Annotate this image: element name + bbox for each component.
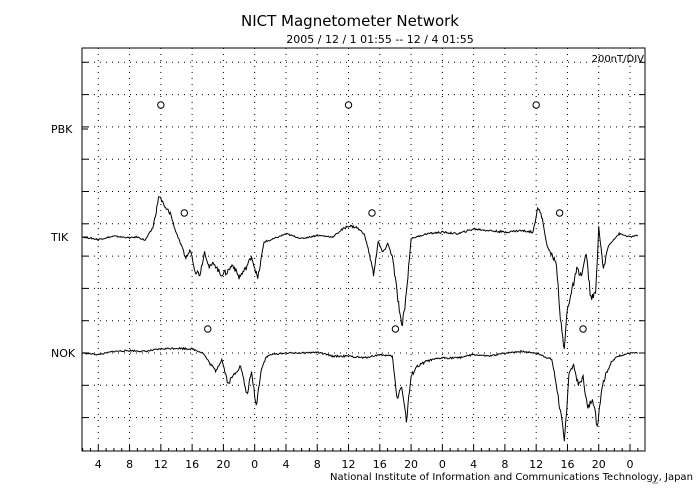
- x-tick-label: 4: [95, 458, 102, 471]
- axis-labels: 4 8 12 16 20 0 4 8 12 16 20 0 4 8 12 16 20 0 PBK TIK NOK: [50, 123, 634, 471]
- marker-nok: [204, 325, 212, 333]
- corner-mark: nict: [652, 480, 659, 485]
- marker-tik: [555, 209, 564, 217]
- x-tick-label: 4: [470, 458, 477, 471]
- x-tick-label: 16: [373, 458, 387, 471]
- station-traces: [82, 196, 639, 442]
- local-noon-markers: [157, 101, 587, 333]
- chart-date-range: 2005 / 12 / 1 01:55 -- 12 / 4 01:55: [286, 33, 474, 46]
- station-label-nok: NOK: [51, 347, 76, 360]
- x-tick-label: 8: [126, 458, 133, 471]
- x-tick-label: 20: [404, 458, 418, 471]
- marker-nok: [391, 325, 400, 333]
- x-tick-label: 20: [216, 458, 230, 471]
- scale-label: 200nT/DIV: [592, 54, 645, 65]
- grid: [82, 48, 645, 451]
- trace-tik: [82, 196, 639, 349]
- marker-pbk: [532, 101, 540, 109]
- marker-tik: [368, 209, 376, 217]
- x-tick-label: 16: [185, 458, 199, 471]
- x-tick-label: 20: [592, 458, 606, 471]
- trace-nok: [82, 346, 638, 442]
- chart-title: NICT Magnetometer Network: [240, 12, 459, 30]
- x-tick-label: 8: [501, 458, 508, 471]
- x-tick-label: 0: [439, 458, 446, 471]
- x-tick-label: 0: [251, 458, 258, 471]
- x-tick-label: 12: [342, 458, 356, 471]
- marker-tik: [180, 209, 189, 217]
- x-tick-label: 12: [529, 458, 543, 471]
- x-tick-label: 4: [282, 458, 289, 471]
- station-label-pbk: PBK: [51, 123, 73, 136]
- marker-pbk: [344, 101, 353, 109]
- credit-line: National Institute of Information and Co…: [330, 472, 693, 483]
- marker-pbk: [157, 101, 165, 109]
- plot-frame: [81, 47, 646, 452]
- x-tick-label: 0: [627, 458, 634, 471]
- station-label-tik: TIK: [50, 231, 69, 244]
- marker-nok: [579, 325, 587, 333]
- x-tick-label: 8: [314, 458, 321, 471]
- x-tick-label: 12: [154, 458, 168, 471]
- x-tick-label: 16: [560, 458, 574, 471]
- axis-ticks: [82, 61, 645, 451]
